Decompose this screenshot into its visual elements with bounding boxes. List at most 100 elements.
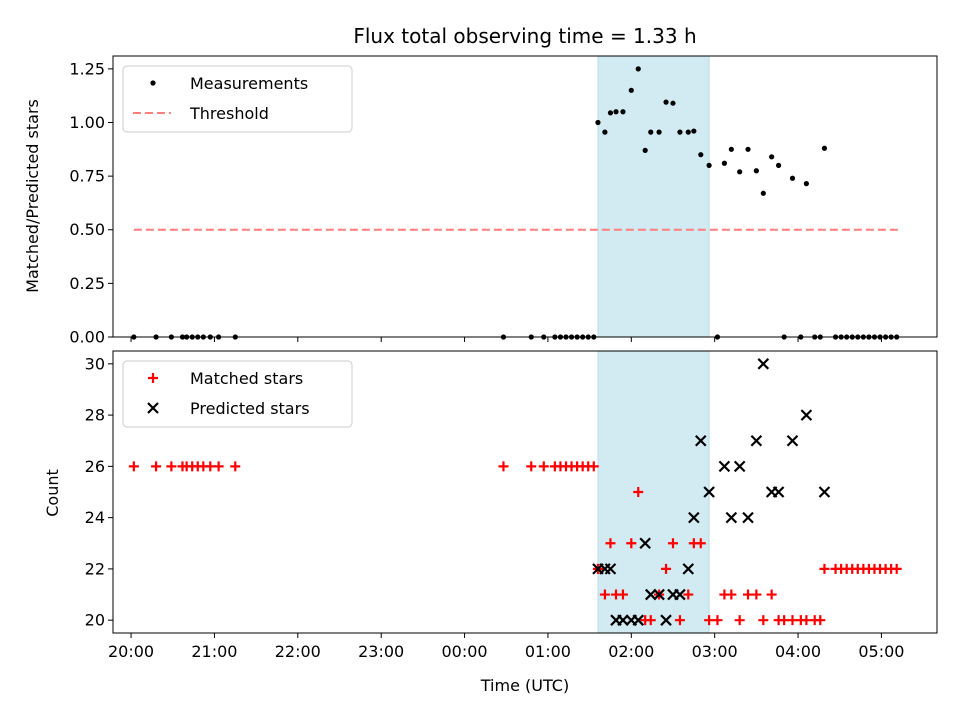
measurement-point — [789, 175, 796, 181]
matched-star-point — [667, 538, 678, 549]
predicted-star-point — [786, 434, 799, 447]
matched-star-point — [801, 615, 812, 626]
bottom-y-tick-label: 20 — [85, 611, 105, 630]
top-y-tick-label: 0.00 — [69, 328, 105, 347]
predicted-star-point — [682, 563, 695, 575]
matched-star-point — [205, 461, 216, 472]
top-y-tick-label: 0.25 — [69, 274, 105, 293]
predicted-star-point — [800, 409, 813, 421]
matched-star-point — [704, 615, 715, 626]
measurement-point — [677, 129, 683, 135]
matched-star-point — [726, 589, 737, 600]
measurement-point — [607, 110, 614, 116]
top-legend: Measurements Threshold — [122, 65, 353, 133]
bottom-legend: Matched stars Predicted stars — [122, 360, 353, 428]
matched-star-point — [633, 487, 644, 497]
top-axes-frame — [112, 55, 938, 338]
x-axis-label: Time (UTC) — [480, 676, 569, 695]
matched-star-point — [617, 589, 628, 600]
predicted-star-point — [725, 511, 738, 524]
measurement-point — [620, 109, 626, 115]
measurement-point — [685, 129, 691, 135]
matched-star-point — [645, 615, 656, 626]
predicted-star-point — [653, 588, 665, 601]
bottom-axes-frame — [112, 350, 938, 634]
legend-predicted-marker — [147, 402, 159, 414]
legend-entry-label: Predicted stars — [190, 399, 310, 418]
matched-star-point — [605, 538, 616, 549]
top-y-tick-label: 0.50 — [69, 220, 105, 239]
measurement-point — [698, 152, 704, 158]
measurement-point — [745, 146, 751, 152]
chart-title: Flux total observing time = 1.33 h — [353, 24, 696, 48]
predicted-star-point — [617, 614, 629, 626]
matched-star-point — [498, 461, 509, 472]
matched-star-point — [819, 563, 830, 574]
matched-star-point — [712, 615, 723, 626]
predicted-star-point — [750, 434, 763, 447]
x-tick-label: 05:00 — [858, 642, 904, 661]
measurement-point — [613, 109, 619, 115]
measurement-point — [821, 145, 828, 151]
matched-star-point — [230, 461, 241, 472]
matched-star-point — [213, 461, 224, 472]
top-legend-box — [122, 65, 353, 133]
measurement-point — [656, 129, 662, 135]
matched-star-point — [599, 589, 610, 600]
matched-star-point — [758, 615, 769, 626]
predicted-star-point — [703, 486, 715, 498]
matched-star-point — [674, 615, 685, 626]
measurement-point — [595, 119, 601, 126]
legend-entry-label: Measurements — [190, 74, 308, 93]
legend-matched-marker — [148, 373, 158, 383]
legend-entry-label: Matched stars — [190, 369, 303, 388]
matched-star-point — [538, 461, 549, 472]
top-shaded-interval — [597, 55, 710, 338]
matched-star-point — [734, 615, 745, 626]
matched-star-point — [526, 461, 537, 472]
matched-star-point — [151, 461, 162, 472]
predicted-star-point — [639, 537, 651, 550]
matched-star-point — [661, 563, 672, 574]
measurement-point — [691, 128, 697, 134]
measurement-point — [706, 162, 712, 168]
bottom-legend-box — [122, 360, 353, 428]
predicted-star-point — [604, 563, 617, 575]
measurement-point — [737, 169, 743, 175]
measurement-point — [663, 99, 669, 105]
top-y-tick-label: 0.75 — [69, 167, 105, 186]
matched-star-point — [166, 461, 177, 472]
x-tick-label: 21:00 — [191, 642, 237, 661]
measurement-point — [635, 66, 641, 72]
top-y-tick-label: 1.00 — [69, 113, 105, 132]
matched-star-point — [743, 589, 754, 600]
predicted-star-point — [742, 511, 754, 524]
bottom-y-tick-label: 30 — [85, 354, 105, 373]
predicted-star-point — [674, 588, 686, 601]
measurement-point — [753, 168, 759, 174]
x-tick-label: 03:00 — [692, 642, 738, 661]
measurement-point — [721, 160, 727, 166]
measurement-point — [769, 154, 775, 160]
matched-star-point — [779, 615, 790, 626]
measurement-point — [760, 190, 766, 196]
bottom-series-matched-stars — [128, 461, 902, 626]
x-tick-label: 22:00 — [275, 642, 321, 661]
measurement-point — [642, 147, 648, 153]
measurement-point — [628, 87, 634, 93]
legend-measurement-marker — [150, 80, 156, 86]
matched-star-point — [128, 461, 139, 472]
bottom-series-predicted-stars — [592, 358, 831, 626]
predicted-star-point — [718, 460, 731, 473]
predicted-star-point — [733, 460, 746, 473]
matched-star-point — [695, 538, 706, 549]
x-tick-label: 04:00 — [775, 642, 821, 661]
bottom-y-tick-label: 22 — [85, 559, 105, 578]
top-y-axis-label: Matched/Predicted stars — [23, 99, 42, 293]
x-tick-label: 01:00 — [525, 642, 571, 661]
bottom-y-tick-label: 26 — [85, 457, 105, 476]
bottom-y-tick-label: 28 — [85, 406, 105, 425]
bottom-y-tick-label: 24 — [85, 508, 105, 527]
